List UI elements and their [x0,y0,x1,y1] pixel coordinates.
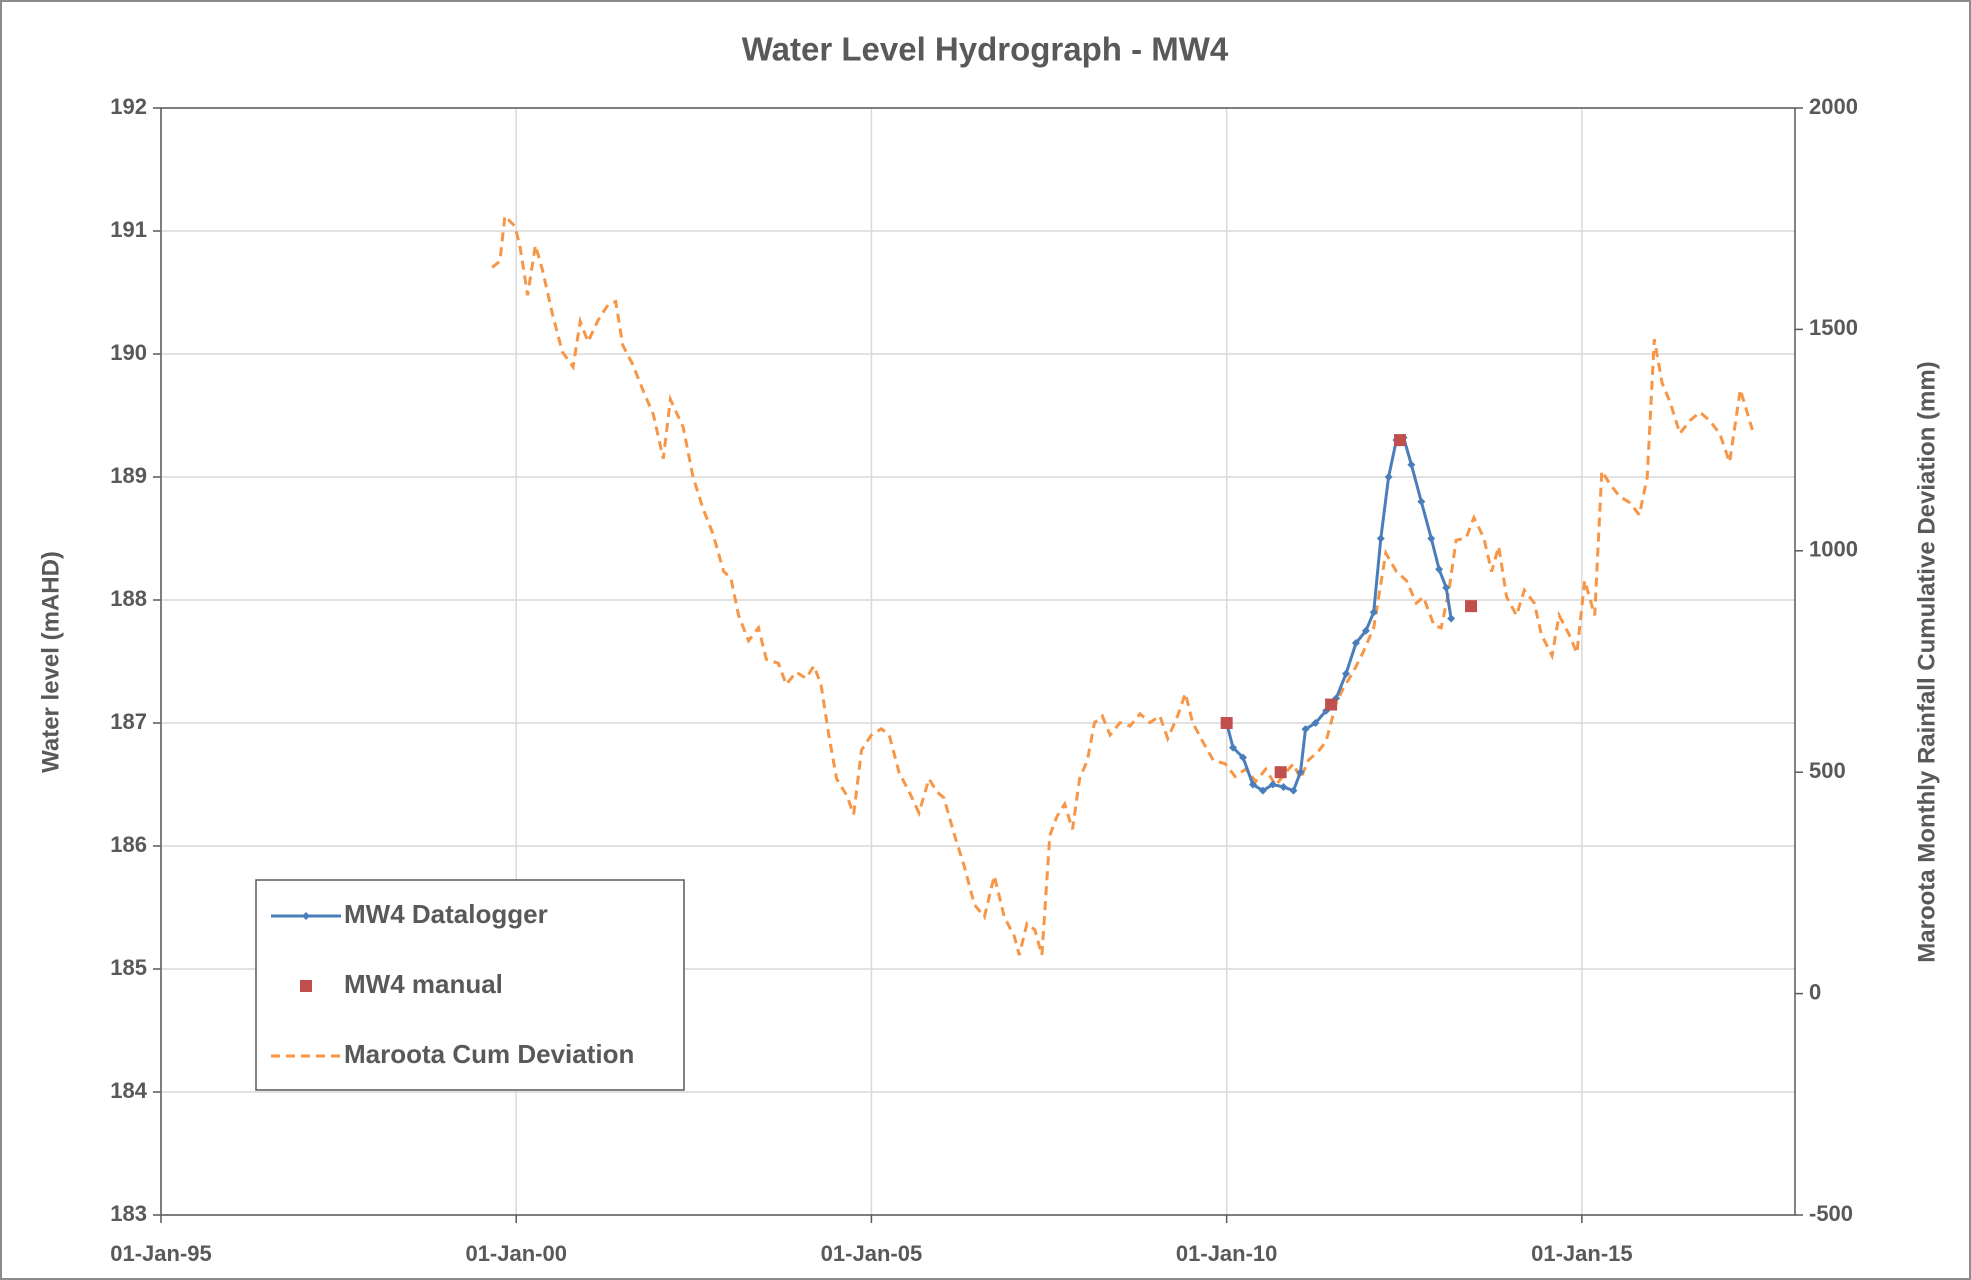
chart-title: Water Level Hydrograph - MW4 [742,31,1229,68]
marker [1393,434,1406,447]
marker [1342,669,1351,678]
marker [1229,743,1238,752]
marker [1427,534,1436,543]
marker [1220,717,1233,729]
x-tick-label: 01-Jan-05 [821,1241,923,1266]
y-tick-label: 183 [110,1201,147,1226]
x-tick-label: 01-Jan-10 [1176,1241,1278,1266]
y-tick-label: 184 [110,1078,147,1103]
y2-tick-label: 2000 [1809,94,1858,119]
marker [1447,614,1456,623]
y2-axis-label: Maroota Monthly Rainfall Cumulative Devi… [1913,361,1940,962]
y2-tick-label: 1500 [1809,315,1858,340]
x-tick-label: 01-Jan-00 [465,1241,567,1266]
legend-label: MW4 Datalogger [344,899,548,929]
marker [1325,698,1338,711]
legend-item: MW4 Datalogger [271,899,548,929]
y2-tick-label: -500 [1809,1201,1853,1226]
y2-tick-label: 1000 [1809,537,1858,562]
marker [1289,786,1298,795]
legend-label: Maroota Cum Deviation [344,1039,634,1069]
marker [1435,565,1444,574]
legend-item: MW4 manual [300,969,503,999]
series-layer [491,212,1754,956]
legend-label: MW4 manual [344,969,503,999]
y-tick-label: 191 [110,217,147,242]
y-tick-label: 189 [110,463,147,488]
y-tick-label: 192 [110,94,147,119]
y-tick-label: 187 [110,709,147,734]
series-line [491,212,1754,956]
marker [1311,719,1320,727]
marker [1238,753,1247,762]
x-tick-label: 01-Jan-15 [1531,1241,1633,1266]
marker [1376,534,1385,543]
marker [1361,626,1370,635]
plot-area [160,107,1796,1216]
marker [1407,460,1416,469]
y-tick-label: 188 [110,586,147,611]
marker [1274,766,1287,779]
y2-tick-label: 500 [1809,758,1846,783]
marker [1268,780,1277,789]
marker [1301,725,1310,734]
marker [1442,583,1451,592]
marker [1258,786,1267,795]
y2-tick-label: 0 [1809,979,1821,1004]
y-axis-label: Water level (mAHD) [37,551,64,773]
legend-item: Maroota Cum Deviation [271,1039,634,1069]
marker [1279,782,1288,791]
x-tick-label: 01-Jan-95 [110,1241,212,1266]
marker [1465,600,1478,613]
marker [1296,768,1305,777]
marker [1351,639,1360,648]
y-tick-label: 185 [110,955,147,980]
marker [1384,473,1393,481]
marker [1417,497,1426,506]
y-tick-label: 186 [110,832,147,857]
marker [300,980,312,992]
marker [1248,780,1257,789]
marker [1369,608,1378,617]
y-tick-label: 190 [110,340,147,365]
marker [302,912,310,920]
